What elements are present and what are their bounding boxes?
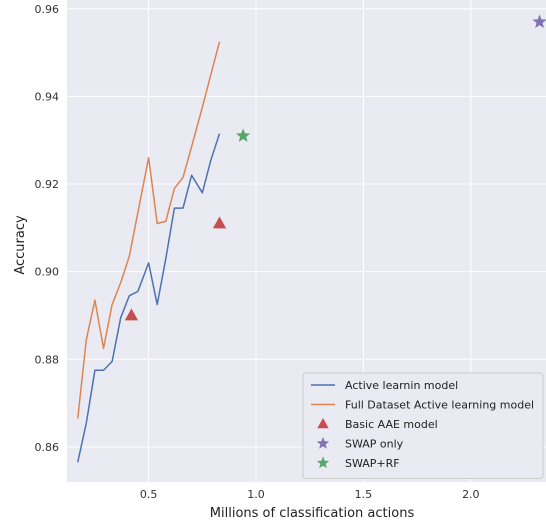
legend-swatch [317,418,329,429]
legend-label: SWAP only [345,438,404,451]
series-line-full-dataset-active-learning-model [76,41,221,419]
y-axis-label: Accuracy [13,215,28,275]
y-tick-label: 0.86 [35,441,60,454]
legend-frame [302,372,544,479]
marker-swap-only [532,14,546,28]
y-tick-label: 0.94 [35,90,60,103]
series-group [76,14,546,463]
legend-label: Active learnin model [345,379,458,392]
y-tick-label: 0.88 [35,353,60,366]
marker-basic-aae-model [124,308,139,321]
marker-basic-aae-model [212,216,227,229]
legend-label: Basic AAE model [345,418,438,431]
legend-label: SWAP+RF [345,457,400,470]
x-axis-label: Millions of classification actions [210,506,415,521]
legend-label: Full Dataset Active learning model [345,399,534,412]
legend-swatch [316,456,330,469]
tick-labels: 0.86 0.88 0.90 0.92 0.94 0.96 0.5 1.0 1.5 2.0 [35,3,480,501]
legend: Active learnin model Full Dataset Active … [302,372,544,479]
y-tick-label: 0.90 [35,266,60,279]
series-line-active-learnin-model [77,133,221,463]
y-tick-label: 0.96 [35,3,60,16]
x-tick-label: 1.0 [247,488,265,501]
y-tick-label: 0.92 [35,178,60,191]
x-tick-label: 1.5 [355,488,373,501]
x-tick-label: 2.0 [462,488,480,501]
legend-swatch [316,437,330,449]
marker-swap-rf [236,128,251,142]
x-tick-label: 0.5 [140,488,158,501]
